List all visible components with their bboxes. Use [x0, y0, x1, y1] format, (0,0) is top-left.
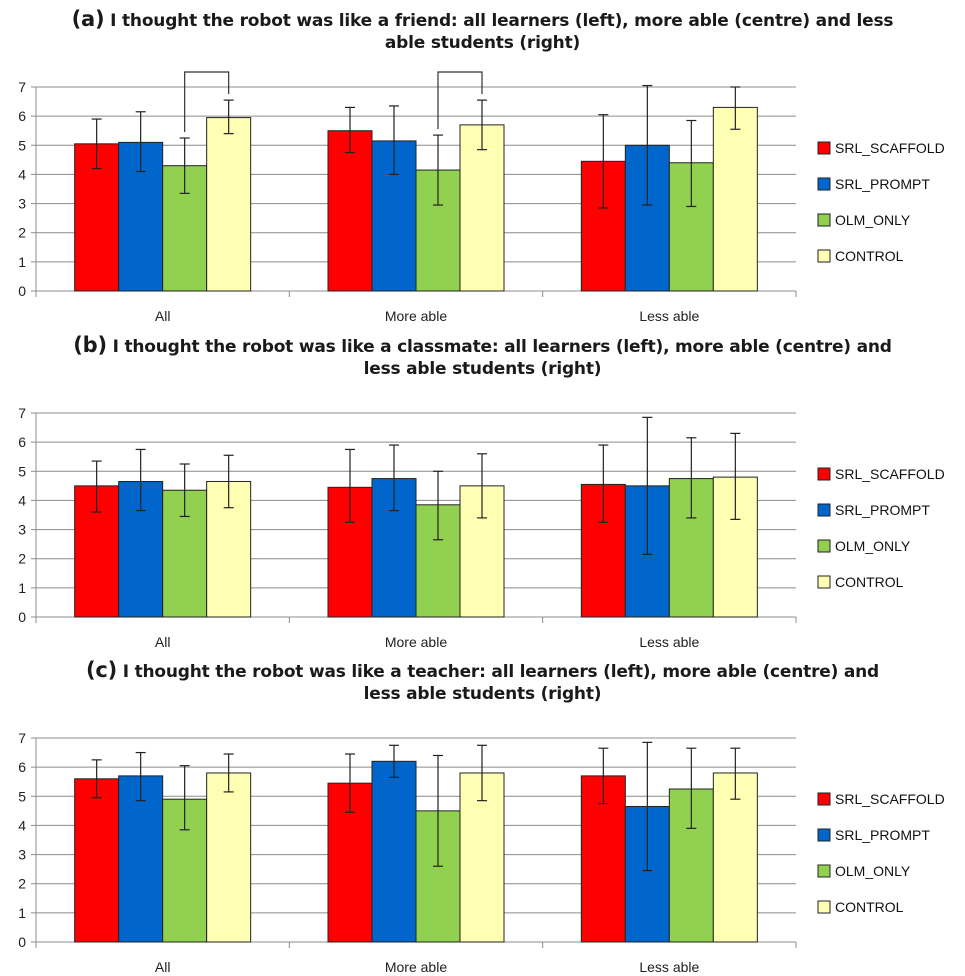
chart-panel-a: (a) I thought the robot was like a frien…: [0, 0, 965, 325]
y-tick-label: 0: [18, 934, 26, 950]
chart-panel-b: (b) I thought the robot was like a class…: [0, 326, 965, 651]
bar: [459, 124, 505, 292]
bar: [74, 778, 120, 943]
y-tick-label: 2: [18, 225, 26, 241]
legend-swatch: [817, 539, 831, 553]
legend-label: CONTROL: [835, 574, 904, 590]
x-category-label: All: [155, 959, 171, 975]
legend-label: SRL_PROMPT: [835, 827, 930, 843]
y-tick-label: 1: [18, 254, 26, 270]
chart-title-c: (c) I thought the robot was like a teach…: [0, 659, 965, 705]
y-tick-label: 5: [18, 788, 26, 804]
bar: [371, 760, 417, 943]
y-tick-label: 7: [18, 79, 26, 95]
y-tick-label: 0: [18, 609, 26, 625]
legend-label: SRL_SCAFFOLD: [835, 140, 945, 156]
legend-swatch: [817, 467, 831, 481]
chart-svg-c: 0 1 2 3 4 5 6 7 All More able Less able SRL_SCAFFOL…: [18, 730, 945, 975]
y-tick-label: 1: [18, 905, 26, 921]
legend-label: SRL_PROMPT: [835, 502, 930, 518]
y-tick-label: 7: [18, 730, 26, 746]
bar: [371, 140, 417, 292]
y-tick-label: 5: [18, 463, 26, 479]
legend-swatch: [817, 900, 831, 914]
significance-bracket: [437, 71, 483, 130]
y-tick-label: 7: [18, 405, 26, 421]
chart-title-line1-c: I thought the robot was like a teacher: …: [122, 662, 880, 682]
legend-label: SRL_SCAFFOLD: [835, 466, 945, 482]
legend-label: OLM_ONLY: [835, 538, 911, 554]
x-category-label: Less able: [639, 634, 699, 650]
chart-title-b: (b) I thought the robot was like a class…: [0, 334, 965, 380]
chart-tag-c: (c): [85, 658, 118, 682]
chart-title-a: (a) I thought the robot was like a frien…: [0, 8, 965, 54]
bar: [712, 476, 758, 618]
bar: [206, 772, 252, 943]
y-tick-label: 1: [18, 580, 26, 596]
bar: [118, 775, 164, 943]
x-category-label: Less able: [639, 959, 699, 975]
y-tick-label: 4: [18, 166, 26, 182]
legend-swatch: [817, 177, 831, 191]
legend-swatch: [817, 575, 831, 589]
significance-bracket: [184, 71, 230, 132]
legend-swatch: [817, 792, 831, 806]
legend-swatch: [817, 141, 831, 155]
legend-label: OLM_ONLY: [835, 863, 911, 879]
chart-title-line1-b: I thought the robot was like a classmate…: [112, 337, 892, 357]
x-category-label: All: [155, 308, 171, 324]
y-tick-label: 6: [18, 108, 26, 124]
legend-swatch: [817, 864, 831, 878]
chart-title-line2-b: less able students (right): [363, 359, 602, 379]
y-tick-label: 4: [18, 492, 26, 508]
y-tick-label: 3: [18, 847, 26, 863]
chart-title-line2-c: less able students (right): [363, 684, 602, 704]
bar: [327, 130, 373, 292]
chart-tag-b: (b): [73, 333, 107, 357]
y-tick-label: 6: [18, 434, 26, 450]
legend-label: SRL_SCAFFOLD: [835, 791, 945, 807]
legend-label: OLM_ONLY: [835, 212, 911, 228]
legend-swatch: [817, 503, 831, 517]
y-tick-label: 2: [18, 876, 26, 892]
chart-panel-c: (c) I thought the robot was like a teach…: [0, 651, 965, 976]
y-tick-label: 4: [18, 817, 26, 833]
legend-label: CONTROL: [835, 899, 904, 915]
x-category-label: Less able: [639, 308, 699, 324]
y-tick-label: 0: [18, 283, 26, 299]
y-tick-label: 3: [18, 522, 26, 538]
y-tick-label: 2: [18, 551, 26, 567]
legend-label: SRL_PROMPT: [835, 176, 930, 192]
x-category-label: More able: [385, 308, 447, 324]
y-tick-label: 6: [18, 759, 26, 775]
x-category-label: All: [155, 634, 171, 650]
chart-title-line1-a: I thought the robot was like a friend: a…: [110, 11, 894, 31]
x-category-label: More able: [385, 634, 447, 650]
chart-title-line2-a: able students (right): [384, 33, 581, 53]
legend-swatch: [817, 828, 831, 842]
legend-swatch: [817, 213, 831, 227]
x-category-label: More able: [385, 959, 447, 975]
bar: [712, 772, 758, 943]
bar: [712, 106, 758, 292]
y-tick-label: 5: [18, 137, 26, 153]
legend-swatch: [817, 249, 831, 263]
chart-svg-b: 0 1 2 3 4 5 6 7 All More able Less able SRL_SCAFFOL…: [18, 405, 945, 650]
y-tick-label: 3: [18, 196, 26, 212]
chart-svg-a: 0 1 2 3 4 5 6 7 All More able Less able SRL_SCAFFOL…: [18, 71, 945, 324]
chart-tag-a: (a): [71, 7, 105, 31]
legend-label: CONTROL: [835, 248, 904, 264]
bar: [206, 117, 252, 292]
